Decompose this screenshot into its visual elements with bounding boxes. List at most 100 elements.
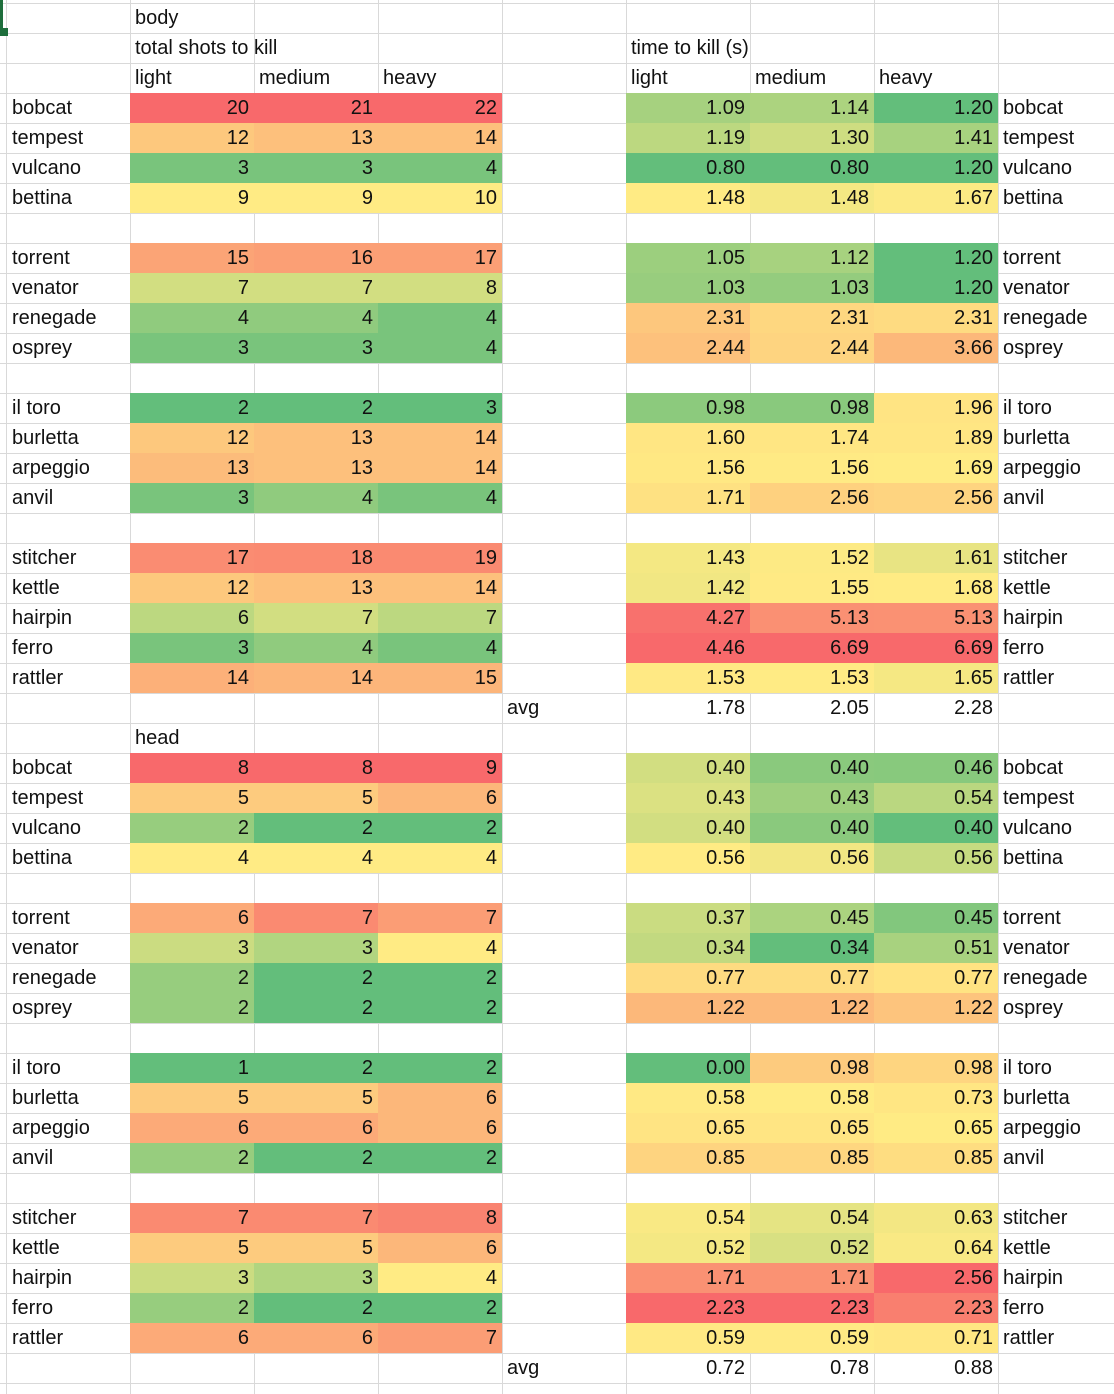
- shots-cell: 9: [130, 183, 254, 213]
- weapon-name: renegade: [1003, 307, 1088, 329]
- time-cell: 1.05: [626, 243, 750, 273]
- shots-cell: 3: [254, 933, 378, 963]
- shots-cell: 9: [254, 183, 378, 213]
- shots-cell: 3: [254, 1263, 378, 1293]
- column-header: medium: [755, 67, 827, 89]
- time-cell: 1.43: [626, 543, 750, 573]
- shots-cell: 1: [130, 1053, 254, 1083]
- time-cell: 5.13: [874, 603, 998, 633]
- shots-cell: 15: [378, 663, 502, 693]
- shots-cell: 13: [130, 453, 254, 483]
- time-cell: 0.98: [750, 393, 874, 423]
- shots-cell: 4: [130, 303, 254, 333]
- time-cell: 1.69: [874, 453, 998, 483]
- time-cell: 1.67: [874, 183, 998, 213]
- shots-cell: 6: [254, 1323, 378, 1353]
- shots-cell: 15: [130, 243, 254, 273]
- time-cell: 1.30: [750, 123, 874, 153]
- time-cell: 0.40: [626, 753, 750, 783]
- weapon-name: ferro: [12, 637, 54, 659]
- weapon-name: anvil: [12, 1147, 54, 1169]
- weapon-name: stitcher: [12, 1207, 77, 1229]
- weapon-name: torrent: [12, 247, 70, 269]
- weapon-name: tempest: [12, 787, 84, 809]
- shots-cell: 4: [378, 633, 502, 663]
- time-cell: 6.69: [874, 633, 998, 663]
- shots-cell: 3: [130, 483, 254, 513]
- weapon-name: vulcano: [12, 817, 81, 839]
- shots-cell: 14: [378, 573, 502, 603]
- shots-cell: 5: [254, 1233, 378, 1263]
- time-cell: 1.12: [750, 243, 874, 273]
- weapon-name: stitcher: [12, 547, 77, 569]
- shots-cell: 4: [254, 843, 378, 873]
- avg-label: avg: [507, 1357, 540, 1379]
- time-cell: 2.23: [626, 1293, 750, 1323]
- weapon-name: renegade: [1003, 967, 1088, 989]
- shots-cell: 4: [254, 483, 378, 513]
- shots-cell: 8: [378, 1203, 502, 1233]
- shots-cell: 12: [130, 423, 254, 453]
- shots-cell: 2: [378, 1293, 502, 1323]
- shots-cell: 7: [130, 1203, 254, 1233]
- weapon-name: bettina: [1003, 187, 1064, 209]
- shots-cell: 12: [130, 123, 254, 153]
- weapon-name: ferro: [1003, 1297, 1045, 1319]
- time-cell: 2.44: [750, 333, 874, 363]
- time-cell: 3.66: [874, 333, 998, 363]
- shots-cell: 2: [378, 1053, 502, 1083]
- time-cell: 0.85: [874, 1143, 998, 1173]
- weapon-name: vulcano: [1003, 157, 1072, 179]
- time-cell: 1.48: [626, 183, 750, 213]
- time-cell: 0.46: [874, 753, 998, 783]
- weapon-name: tempest: [12, 127, 84, 149]
- shots-cell: 4: [378, 843, 502, 873]
- weapon-name: kettle: [12, 577, 60, 599]
- shots-cell: 4: [378, 153, 502, 183]
- shots-cell: 12: [130, 573, 254, 603]
- shots-cell: 6: [378, 1113, 502, 1143]
- time-cell: 0.34: [626, 933, 750, 963]
- time-cell: 0.37: [626, 903, 750, 933]
- shots-cell: 2: [254, 963, 378, 993]
- weapon-name: hairpin: [1003, 607, 1064, 629]
- time-cell: 6.69: [750, 633, 874, 663]
- time-cell: 1.41: [874, 123, 998, 153]
- time-cell: 0.65: [874, 1113, 998, 1143]
- time-cell: 1.52: [750, 543, 874, 573]
- time-cell: 0.54: [626, 1203, 750, 1233]
- weapon-name: vulcano: [1003, 817, 1072, 839]
- time-cell: 2.56: [874, 483, 998, 513]
- weapon-name: il toro: [12, 1057, 61, 1079]
- time-cell: 0.64: [874, 1233, 998, 1263]
- time-cell: 1.71: [750, 1263, 874, 1293]
- time-cell: 1.96: [874, 393, 998, 423]
- shots-cell: 14: [130, 663, 254, 693]
- weapon-name: anvil: [12, 487, 54, 509]
- weapon-name: hairpin: [12, 1267, 73, 1289]
- shots-cell: 3: [130, 1263, 254, 1293]
- shots-cell: 13: [254, 423, 378, 453]
- shots-cell: 4: [254, 303, 378, 333]
- time-cell: 0.71: [874, 1323, 998, 1353]
- time-cell: 1.53: [626, 663, 750, 693]
- shots-cell: 6: [130, 903, 254, 933]
- shots-cell: 2: [254, 1143, 378, 1173]
- section-title: head: [135, 727, 180, 749]
- time-cell: 0.85: [750, 1143, 874, 1173]
- shots-cell: 2: [378, 963, 502, 993]
- time-cell: 1.20: [874, 153, 998, 183]
- shots-cell: 2: [378, 813, 502, 843]
- time-cell: 1.20: [874, 93, 998, 123]
- shots-cell: 7: [254, 603, 378, 633]
- time-cell: 1.55: [750, 573, 874, 603]
- time-cell: 1.22: [750, 993, 874, 1023]
- shots-cell: 2: [130, 813, 254, 843]
- time-cell: 0.54: [874, 783, 998, 813]
- time-cell: 0.56: [750, 843, 874, 873]
- weapon-name: arpeggio: [12, 457, 90, 479]
- time-cell: 1.53: [750, 663, 874, 693]
- shots-cell: 14: [378, 123, 502, 153]
- time-cell: 4.46: [626, 633, 750, 663]
- weapon-name: kettle: [12, 1237, 60, 1259]
